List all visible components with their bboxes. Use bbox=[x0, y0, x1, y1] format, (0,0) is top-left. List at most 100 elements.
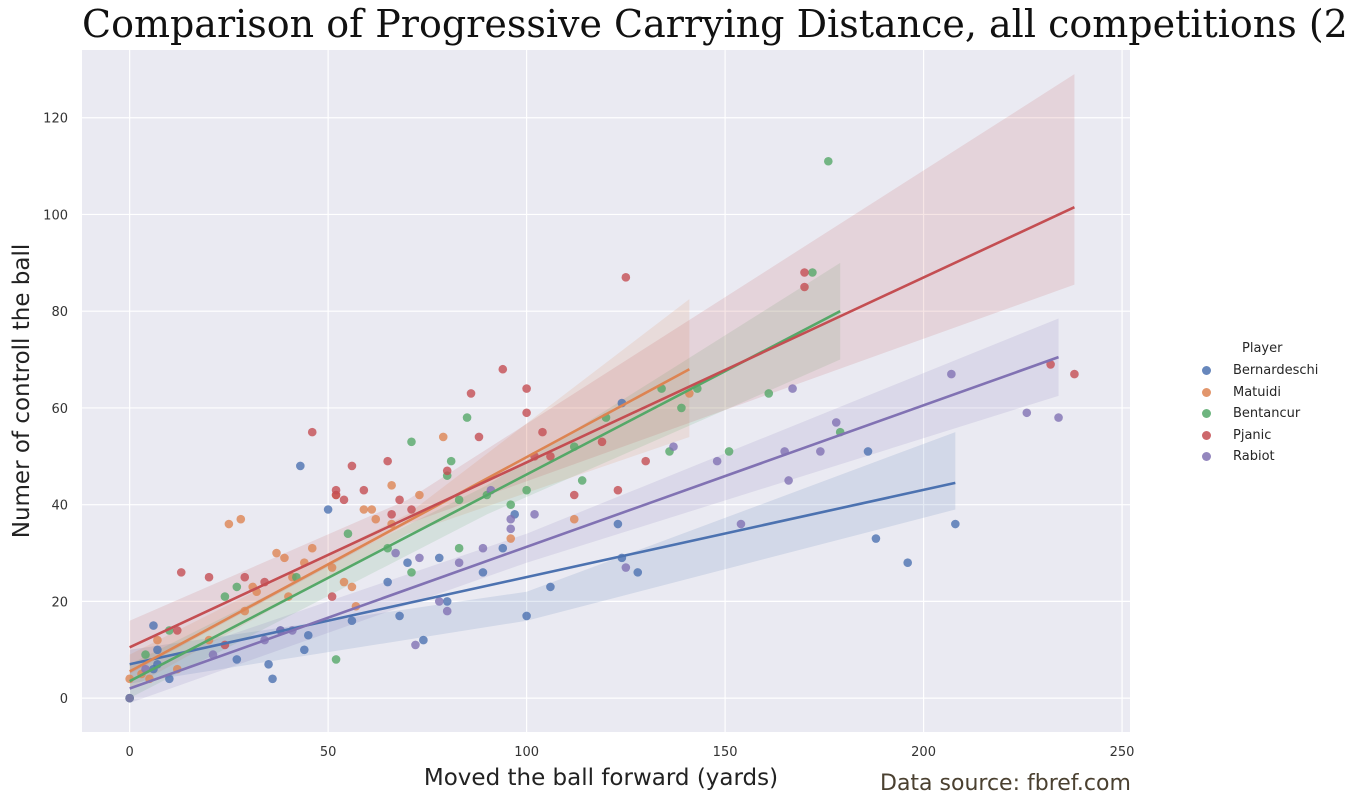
legend-marker-icon bbox=[1202, 366, 1211, 376]
x-axis-label: Moved the ball forward (yards) bbox=[424, 765, 778, 791]
x-tick-label: 250 bbox=[1110, 745, 1135, 760]
point-bentancur bbox=[141, 650, 150, 659]
point-bernardeschi bbox=[300, 645, 309, 655]
point-rabiot bbox=[411, 640, 420, 650]
point-bernardeschi bbox=[165, 674, 174, 684]
point-bernardeschi bbox=[403, 558, 412, 568]
point-bentancur bbox=[724, 447, 734, 456]
point-bernardeschi bbox=[498, 543, 508, 553]
point-matuidi bbox=[438, 432, 448, 442]
point-matuidi bbox=[347, 582, 357, 592]
point-pjanic bbox=[522, 408, 531, 418]
point-bentancur bbox=[220, 592, 230, 601]
y-tick-label: 60 bbox=[51, 402, 68, 417]
point-pjanic bbox=[621, 273, 631, 282]
y-tick-label: 20 bbox=[51, 595, 68, 610]
point-rabiot bbox=[125, 693, 134, 703]
point-bernardeschi bbox=[951, 519, 960, 529]
x-tick-label: 0 bbox=[125, 745, 133, 760]
legend-item-rabiot: Rabiot bbox=[1196, 446, 1318, 468]
point-bentancur bbox=[577, 476, 587, 485]
fit-line-rabiot bbox=[129, 355, 1059, 690]
point-bentancur bbox=[808, 268, 817, 277]
point-matuidi bbox=[272, 548, 281, 558]
point-bernardeschi bbox=[863, 447, 873, 456]
point-pjanic bbox=[339, 495, 349, 505]
point-pjanic bbox=[498, 364, 508, 374]
point-matuidi bbox=[367, 505, 377, 514]
point-matuidi bbox=[506, 534, 516, 543]
grid-lines bbox=[82, 50, 1130, 732]
y-tick-label: 80 bbox=[51, 305, 68, 320]
point-matuidi bbox=[307, 543, 317, 553]
point-pjanic bbox=[176, 568, 186, 577]
ci-band-matuidi bbox=[129, 299, 690, 689]
point-rabiot bbox=[816, 447, 825, 456]
point-pjanic bbox=[474, 432, 484, 442]
data-points bbox=[125, 156, 1079, 703]
point-pjanic bbox=[331, 490, 341, 500]
legend-label: Rabiot bbox=[1233, 449, 1275, 465]
point-pjanic bbox=[613, 485, 623, 495]
legend-item-matuidi: Matuidi bbox=[1196, 382, 1318, 404]
point-pjanic bbox=[442, 466, 452, 476]
y-tick-label: 0 bbox=[60, 692, 68, 707]
point-bentancur bbox=[764, 389, 774, 398]
point-bernardeschi bbox=[296, 461, 305, 471]
point-matuidi bbox=[371, 514, 381, 524]
point-bentancur bbox=[454, 495, 464, 505]
point-pjanic bbox=[569, 490, 579, 500]
point-bentancur bbox=[454, 543, 464, 553]
point-rabiot bbox=[669, 442, 678, 451]
point-bentancur bbox=[331, 655, 341, 664]
point-bernardeschi bbox=[442, 597, 452, 606]
y-axis-label: Numer of controll the ball bbox=[9, 244, 35, 539]
point-bernardeschi bbox=[903, 558, 912, 568]
point-pjanic bbox=[395, 495, 404, 505]
point-rabiot bbox=[1022, 408, 1032, 418]
legend-marker-icon bbox=[1202, 452, 1211, 462]
point-bentancur bbox=[232, 582, 242, 592]
point-rabiot bbox=[506, 524, 516, 534]
point-bernardeschi bbox=[419, 635, 428, 645]
point-rabiot bbox=[947, 369, 956, 379]
x-tick-label: 50 bbox=[320, 745, 337, 760]
point-pjanic bbox=[1070, 369, 1079, 379]
point-pjanic bbox=[538, 427, 547, 437]
legend-marker-icon bbox=[1202, 387, 1211, 397]
point-rabiot bbox=[415, 553, 424, 563]
point-pjanic bbox=[641, 456, 650, 466]
y-tick-label: 120 bbox=[43, 112, 68, 127]
point-bernardeschi bbox=[303, 630, 313, 640]
point-matuidi bbox=[569, 514, 579, 524]
x-tick-labels: 0 50 100 150 200 250 bbox=[125, 745, 1134, 760]
point-pjanic bbox=[327, 592, 337, 601]
point-rabiot bbox=[530, 510, 539, 519]
ci-band-pjanic bbox=[129, 74, 1075, 674]
point-rabiot bbox=[788, 384, 797, 393]
point-bentancur bbox=[343, 529, 353, 538]
point-pjanic bbox=[387, 510, 396, 519]
point-rabiot bbox=[391, 548, 400, 558]
point-matuidi bbox=[415, 490, 424, 500]
legend-item-bernardeschi: Bernardeschi bbox=[1196, 360, 1318, 382]
x-tick-label: 150 bbox=[713, 745, 738, 760]
legend: Player Bernardeschi Matuidi Bentancur Pjani… bbox=[1196, 341, 1318, 468]
point-bernardeschi bbox=[264, 659, 273, 669]
point-rabiot bbox=[784, 476, 793, 485]
point-bernardeschi bbox=[268, 674, 277, 684]
point-pjanic bbox=[383, 456, 392, 466]
point-pjanic bbox=[172, 626, 182, 635]
point-matuidi bbox=[236, 514, 246, 524]
legend-item-bentancur: Bentancur bbox=[1196, 403, 1318, 425]
fit-line-bernardeschi bbox=[129, 481, 956, 666]
legend-marker-icon bbox=[1202, 430, 1211, 440]
point-rabiot bbox=[506, 514, 516, 524]
point-rabiot bbox=[621, 563, 631, 572]
point-matuidi bbox=[280, 553, 289, 563]
point-matuidi bbox=[387, 481, 396, 490]
point-matuidi bbox=[339, 577, 349, 587]
legend-marker-icon bbox=[1202, 409, 1211, 419]
point-pjanic bbox=[466, 389, 476, 398]
point-pjanic bbox=[597, 437, 607, 447]
